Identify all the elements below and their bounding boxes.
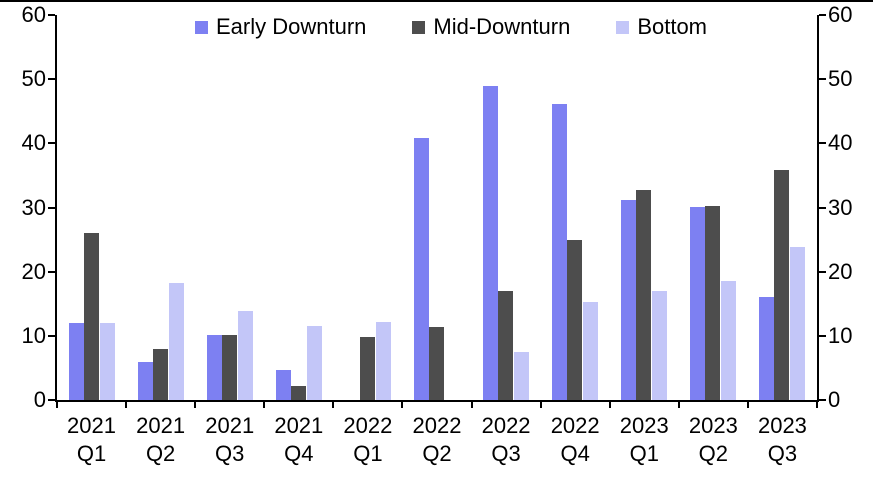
bar-early-downturn-2021-q2 [138,361,153,400]
x-axis-tick-2 [194,400,196,408]
bar-early-downturn-2023-q1 [621,199,636,400]
bar-bottom-2021-q4 [307,325,322,400]
bar-mid-downturn-2023-q2 [705,206,720,400]
bar-mid-downturn-2022-q4 [567,239,582,400]
y-axis-tick-right-30 [819,206,826,209]
x-axis-tick-4 [332,400,334,408]
bar-bottom-2021-q1 [100,323,115,400]
y-axis-tick-left-20 [48,270,55,273]
bar-mid-downturn-2021-q2 [153,348,168,400]
chart-legend: Early Downturn Mid-Downturn Bottom [56,14,846,40]
x-axis-label-2021-q3: 2021 Q3 [205,413,255,466]
bar-mid-downturn-2023-q3 [774,169,789,400]
y-axis-label-left-20: 20 [21,258,46,284]
x-axis-tick-1 [125,400,127,408]
y-axis-tick-right-60 [819,14,826,16]
plot-area [48,14,826,408]
legend-item-bottom: Bottom [616,14,707,40]
y-axis-tick-left-30 [48,206,55,209]
bar-early-downturn-2023-q3 [759,297,774,400]
x-axis-tick-3 [263,400,265,408]
legend-item-early-downturn: Early Downturn [194,14,367,40]
x-axis-label-2022-q1: 2022 Q1 [343,413,393,466]
bar-bottom-2021-q2 [169,282,184,400]
bar-early-downturn-2022-q3 [483,85,498,400]
bar-mid-downturn-2022-q1 [360,337,375,400]
bar-early-downturn-2022-q4 [552,103,567,400]
y-axis-tick-left-10 [48,334,55,337]
bar-mid-downturn-2022-q2 [429,327,444,400]
y-axis-tick-right-50 [819,78,826,81]
x-axis-label-2023-q3: 2023 Q3 [757,413,807,466]
x-axis-label-2023-q2: 2023 Q2 [688,413,738,466]
x-axis-tick-11 [816,400,818,408]
bar-bottom-2021-q3 [238,311,253,400]
bar-mid-downturn-2022-q3 [498,290,513,400]
top-border-line [0,0,873,2]
y-axis-label-right-50: 50 [828,66,853,92]
bar-mid-downturn-2021-q3 [222,334,237,400]
y-axis-label-right-0: 0 [828,387,841,412]
x-axis-tick-8 [609,400,611,408]
x-axis-tick-10 [747,400,749,408]
y-axis-label-right-60: 60 [828,2,853,27]
legend-label-early-downturn: Early Downturn [215,14,367,39]
bar-mid-downturn-2021-q4 [291,385,306,400]
legend-swatch-bottom-icon [616,20,630,34]
x-axis-label-2021-q1: 2021 Q1 [67,413,116,466]
bar-bottom-2022-q3 [514,351,529,400]
x-axis-label-2022-q2: 2022 Q2 [412,413,462,466]
legend-swatch-mid-downturn-icon [412,20,426,34]
y-axis-label-left-40: 40 [21,130,46,156]
bar-bottom-2023-q2 [721,280,736,400]
bar-mid-downturn-2021-q1 [84,232,99,400]
x-axis-label-2021-q2: 2021 Q2 [136,413,186,466]
bar-early-downturn-2021-q1 [69,323,84,400]
y-axis-tick-left-0 [48,399,55,401]
y-axis-label-right-10: 10 [828,322,853,348]
y-axis-tick-left-60 [48,14,55,16]
bar-mid-downturn-2023-q1 [636,190,651,400]
bar-early-downturn-2021-q3 [207,334,222,400]
y-axis-label-right-30: 30 [828,194,853,220]
y-axis-tick-left-50 [48,78,55,81]
y-axis-tick-right-20 [819,270,826,273]
y-axis-label-left-30: 30 [21,194,46,220]
y-axis-tick-left-40 [48,142,55,145]
legend-label-bottom: Bottom [637,14,708,39]
x-axis-tick-0 [56,400,58,408]
bar-early-downturn-2023-q2 [690,206,705,400]
bar-early-downturn-2022-q2 [414,137,429,400]
x-axis-tick-7 [540,400,542,408]
x-axis-label-2023-q1: 2023 Q1 [619,413,669,466]
x-axis-tick-9 [678,400,680,408]
y-axis-label-right-40: 40 [828,130,853,156]
bar-bottom-2023-q1 [652,290,667,400]
bar-early-downturn-2021-q4 [276,370,291,400]
legend-item-mid-downturn: Mid-Downturn [412,14,570,40]
x-axis-label-2022-q4: 2022 Q4 [550,413,600,466]
y-axis-label-right-20: 20 [828,258,853,284]
bar-bottom-2022-q4 [583,301,598,400]
y-axis-label-left-10: 10 [21,322,46,348]
x-axis-label-2022-q3: 2022 Q3 [481,413,531,466]
y-axis-tick-right-10 [819,334,826,337]
y-axis-tick-right-40 [819,142,826,145]
x-axis-tick-6 [471,400,473,408]
y-axis-label-left-50: 50 [21,66,46,92]
bar-bottom-2022-q1 [376,322,391,400]
legend-label-mid-downturn: Mid-Downturn [433,14,571,39]
x-axis-tick-5 [401,400,403,408]
bar-bottom-2023-q3 [790,247,805,400]
legend-swatch-early-downturn-icon [194,20,208,34]
y-axis-label-left-60: 60 [21,2,46,27]
x-axis-label-2021-q4: 2021 Q4 [274,413,324,466]
y-axis-tick-right-0 [819,399,826,401]
y-axis-label-left-0: 0 [33,387,46,412]
